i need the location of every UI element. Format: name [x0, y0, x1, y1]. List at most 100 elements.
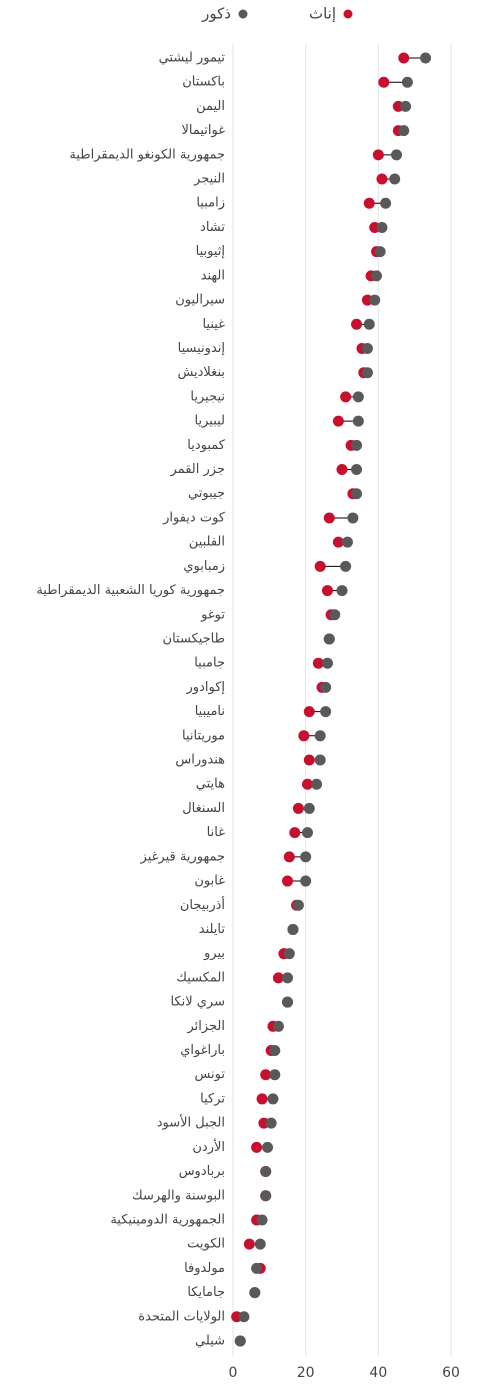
- dot: [351, 318, 363, 330]
- dot: [260, 1069, 272, 1081]
- dot: [282, 996, 293, 1008]
- y-tick-label: بنغلاديش: [177, 365, 225, 380]
- dot: [283, 851, 295, 863]
- y-tick-label: إندونيسيا: [178, 341, 225, 356]
- dot: [332, 536, 344, 548]
- y-tick-label: النيجر: [193, 172, 225, 187]
- dot: [262, 1141, 274, 1153]
- x-tick-label: 0: [229, 1365, 238, 1381]
- y-tick-label: جمهورية قيرغيز: [140, 849, 225, 864]
- dot: [391, 149, 402, 161]
- dot: [298, 730, 310, 742]
- y-tick-label: الولايات المتحدة: [138, 1309, 225, 1324]
- dot: [376, 221, 388, 233]
- dot: [303, 802, 315, 814]
- y-tick-label: بيرو: [203, 946, 225, 961]
- dot: [300, 851, 312, 863]
- dot: [323, 512, 335, 524]
- dot: [363, 318, 375, 330]
- dot: [256, 1093, 268, 1105]
- y-tick-label: جمهورية الكونغو الديمقراطية: [69, 147, 225, 162]
- dot: [320, 706, 332, 718]
- y-tick-label: اليمن: [196, 99, 225, 114]
- y-tick-label: كمبوديا: [187, 438, 226, 453]
- y-tick-label: غواتيمالا: [181, 123, 225, 138]
- dot: [320, 681, 332, 693]
- y-tick-label: سري لانكا: [170, 995, 225, 1010]
- y-tick-label: تونس: [194, 1067, 225, 1082]
- dot: [371, 270, 383, 282]
- dot: [269, 1045, 281, 1057]
- y-tick-label: جامبيا: [194, 656, 225, 671]
- dot: [312, 657, 324, 669]
- y-tick-label: زامبيا: [196, 196, 225, 211]
- dot: [420, 52, 432, 64]
- dot: [243, 1238, 255, 1250]
- dot: [398, 52, 410, 64]
- y-tick-label: السنغال: [182, 801, 225, 816]
- y-tick-label: تشاد: [200, 220, 225, 235]
- dot: [329, 609, 341, 621]
- dot: [336, 464, 348, 476]
- y-tick-label: موريتانيا: [182, 728, 225, 743]
- dot: [398, 125, 410, 137]
- y-tick-label: سيراليون: [175, 293, 225, 308]
- y-tick-label: شيلي: [195, 1334, 225, 1349]
- y-tick-label: هايتي: [196, 777, 225, 792]
- y-tick-label: إثيوبيا: [196, 244, 225, 259]
- dot: [347, 512, 359, 524]
- dot: [323, 633, 335, 645]
- x-tick-label: 20: [297, 1365, 315, 1381]
- dot: [292, 899, 304, 911]
- dot: [272, 1020, 284, 1032]
- dot: [369, 294, 381, 306]
- y-tick-label: طاجيكستان: [163, 631, 225, 646]
- dot: [389, 173, 401, 185]
- y-tick-label: تايلند: [199, 922, 226, 937]
- dot: [289, 827, 301, 839]
- dot: [303, 754, 315, 766]
- dot: [352, 415, 364, 427]
- dot: [363, 197, 375, 209]
- y-tick-label: الجبل الأسود: [157, 1114, 225, 1131]
- legend-label: إناث: [309, 5, 336, 23]
- dot: [351, 488, 363, 500]
- dot: [372, 149, 384, 161]
- y-tick-label: كوت ديفوار: [162, 510, 226, 525]
- dot: [314, 754, 326, 766]
- y-tick-label: الأردن: [192, 1138, 225, 1155]
- y-tick-label: غابون: [194, 874, 225, 889]
- dot: [376, 173, 388, 185]
- y-tick-label: جيبوتي: [188, 486, 225, 501]
- dot: [303, 706, 315, 718]
- dot: [282, 972, 293, 984]
- dot: [314, 560, 326, 572]
- y-tick-label: باكستان: [182, 75, 225, 90]
- legend-marker: [343, 9, 353, 19]
- y-tick-label: الكويت: [187, 1237, 225, 1252]
- dot: [321, 657, 333, 669]
- y-tick-label: نيجيريا: [190, 389, 225, 404]
- dot: [292, 802, 304, 814]
- dot: [311, 778, 323, 790]
- dot: [401, 76, 413, 88]
- y-tick-label: باراغواي: [180, 1043, 225, 1058]
- dot: [254, 1238, 266, 1250]
- dot: [352, 391, 364, 403]
- y-tick-label: ناميبيا: [195, 704, 225, 719]
- y-tick-label: هندوراس: [175, 753, 225, 768]
- dot: [249, 1287, 261, 1299]
- dot: [300, 875, 312, 887]
- dot: [301, 827, 313, 839]
- dot: [269, 1069, 281, 1081]
- dot: [361, 342, 373, 354]
- y-tick-label: المكسيك: [176, 970, 225, 985]
- dot: [260, 1190, 272, 1202]
- y-tick-label: مولدوفا: [184, 1261, 225, 1276]
- dot: [301, 778, 313, 790]
- dot: [378, 76, 390, 88]
- dot: [340, 560, 352, 572]
- y-tick-label: غانا: [207, 825, 226, 840]
- legend-label: ذكور: [201, 5, 231, 23]
